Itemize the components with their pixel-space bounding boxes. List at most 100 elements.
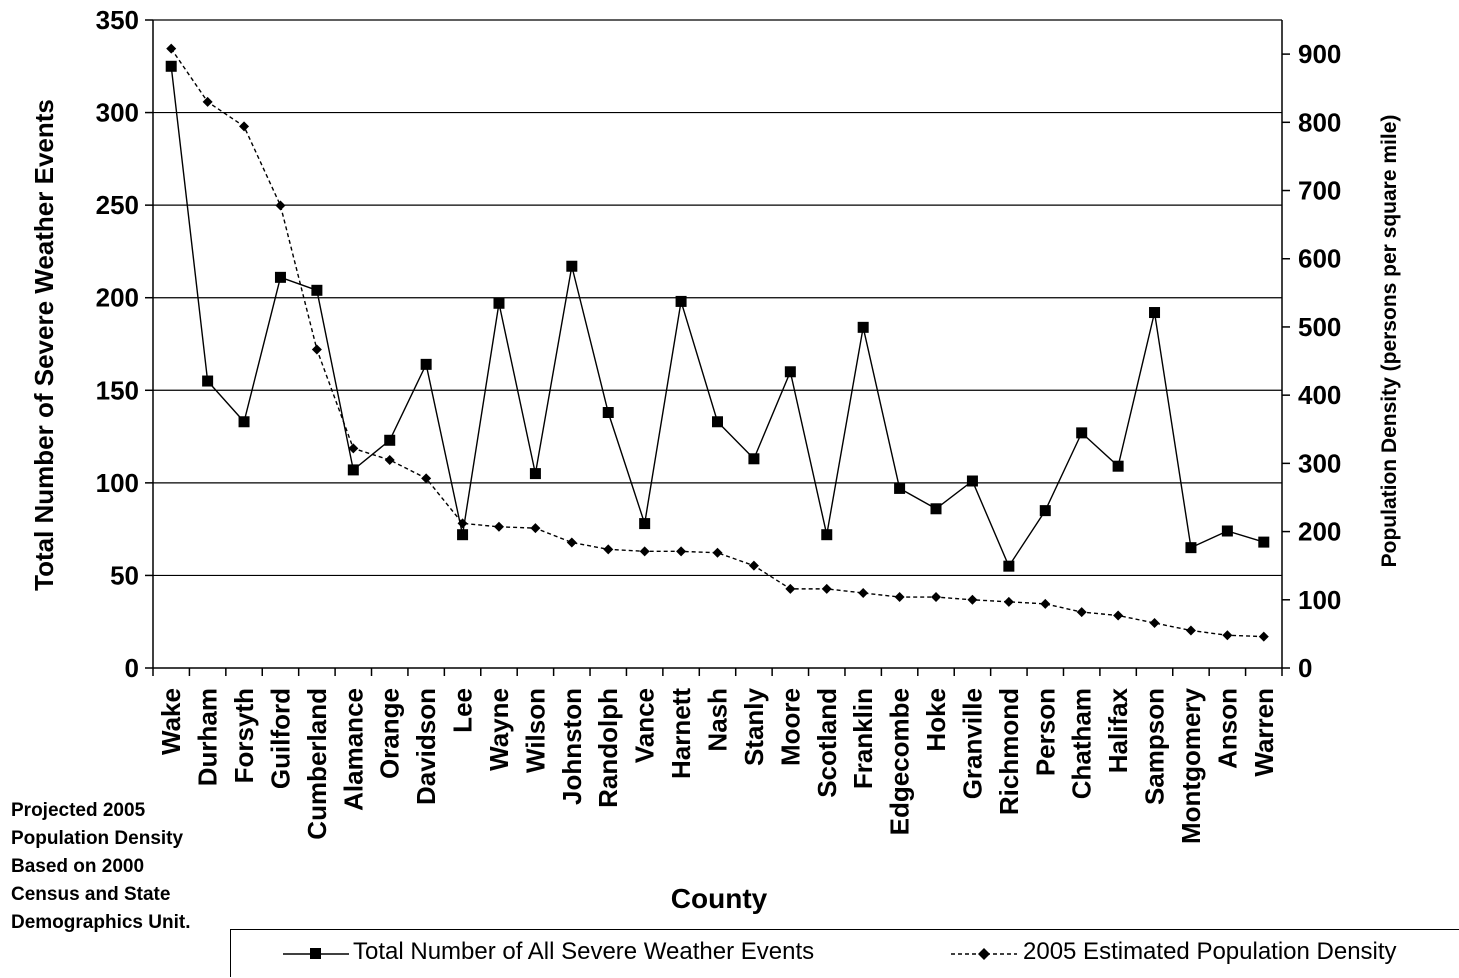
y-tick-label: 250 [96,190,139,220]
x-category-label: Moore [775,688,805,766]
density-point [712,547,723,558]
y2-tick-label: 300 [1298,448,1341,478]
events-point [493,297,505,309]
events-point [347,464,359,476]
events-point [1149,307,1161,319]
events-point [857,321,869,333]
density-point [931,592,942,603]
density-point [239,121,250,132]
events-point [930,503,942,515]
events-point [165,60,177,72]
y2-tick-label: 700 [1298,176,1341,206]
y-tick-label: 0 [125,653,139,683]
gridlines [153,19,1282,577]
series-markers [165,43,1270,642]
density-point [566,537,577,548]
series-line-events [170,66,1264,568]
y2-tick-label: 200 [1298,517,1341,547]
events-point [821,529,833,541]
x-category-label: Halifax [1103,687,1133,773]
density-point [603,544,614,555]
events-point [748,453,760,465]
density-point [967,594,978,605]
x-category-label: Chatham [1067,688,1097,799]
events-point [1221,525,1233,537]
x-category-label: Person [1030,688,1060,776]
events-point [639,518,651,530]
x-category-label: Nash [703,688,733,752]
x-category-label: Durham [193,688,223,786]
x-category-label: Cumberland [302,688,332,840]
events-point [384,434,396,446]
category-labels: Wake Durham Forsyth Guilford Cumberland Alama… [152,668,1283,844]
events-point [1039,505,1051,517]
left-axis-ticks: 0 50 100 150 200 250 300 350 [96,5,153,683]
events-point [1003,560,1015,572]
x-category-label: Scotland [812,688,842,798]
events-point [602,407,614,419]
x-category-label: Montgomery [1176,687,1206,844]
density-point [1113,610,1124,621]
y2-tick-label: 400 [1298,380,1341,410]
x-category-label: Vance [630,688,660,763]
y2-tick-label: 600 [1298,244,1341,274]
events-point [675,295,687,307]
events-point [1112,460,1124,472]
events-point [238,416,250,428]
legend-swatches [283,948,1017,960]
x-category-label: Forsyth [229,688,259,783]
y-tick-label: 350 [96,5,139,35]
density-point [1040,598,1051,609]
right-axis-ticks: 0 100 200 300 400 500 600 700 800 900 [1282,39,1341,683]
x-category-label: Johnston [557,688,587,805]
y-tick-label: 150 [96,375,139,405]
density-point [1003,596,1014,607]
density-point [1222,630,1233,641]
density-point [894,592,905,603]
x-category-label: Stanly [739,687,769,766]
x-category-label: Sampson [1140,688,1170,805]
x-category-label: Anson [1212,688,1242,769]
annotation-line: Demographics Unit. [11,912,191,933]
x-category-label: Harnett [666,688,696,779]
x-category-label: Warren [1249,688,1279,777]
y2-axis-title: Population Density (persons per square m… [1378,115,1401,568]
density-point [384,454,395,465]
y-tick-label: 300 [96,98,139,128]
events-point [1185,542,1197,554]
x-category-label: Wake [156,688,186,755]
density-point [166,43,177,54]
density-point [676,546,687,557]
y-tick-label: 200 [96,283,139,313]
annotation-line: Projected 2005 [11,800,146,821]
x-category-label: Richmond [994,688,1024,815]
legend-entry-events: Total Number of All Severe Weather Event… [353,938,815,965]
x-category-label: Hoke [921,688,951,752]
density-point [1258,631,1269,642]
legend: Total Number of All Severe Weather Event… [230,929,1459,977]
y-axis-title: Total Number of Severe Weather Events [29,99,59,591]
x-axis-title: County [671,883,768,914]
annotation-line: Based on 2000 [11,856,145,877]
events-point [420,358,432,370]
source-annotation: Projected 2005 Population Density Based … [11,797,231,937]
x-category-label: Alamance [338,688,368,811]
annotation-line: Population Density [11,828,184,849]
axes [152,20,1283,669]
x-category-label: Davidson [411,688,441,805]
annotation-line: Census and State [11,884,171,905]
legend-square-marker [310,948,321,959]
events-point [566,260,578,272]
events-point [274,271,286,283]
density-point [639,546,650,557]
events-point [202,375,214,387]
density-point [748,560,759,571]
legend-entry-density: 2005 Estimated Population Density [1023,938,1397,965]
x-category-label: Wilson [520,688,550,773]
density-point [421,473,432,484]
density-point [348,443,359,454]
density-point [1149,617,1160,628]
events-point [529,468,541,480]
density-point [457,518,468,529]
